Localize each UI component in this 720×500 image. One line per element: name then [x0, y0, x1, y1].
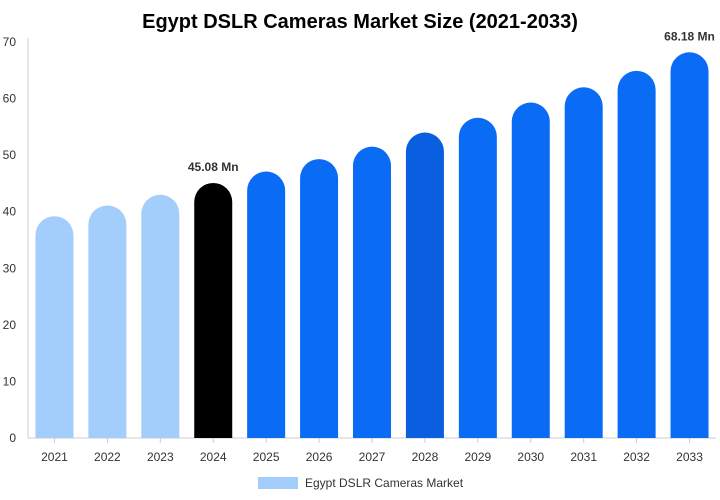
bar-2032[interactable]	[617, 70, 656, 438]
bar-2033[interactable]	[670, 52, 709, 439]
y-axis: 0 10 20 30 40 50 60 70	[3, 35, 29, 445]
bar-2023[interactable]	[141, 194, 180, 438]
legend[interactable]: Egypt DSLR Cameras Market	[258, 476, 464, 490]
value-label-2033: 68.18 Mn	[664, 29, 715, 43]
y-tick-label: 10	[3, 374, 17, 388]
y-tick-label: 70	[3, 35, 17, 49]
bar-2030[interactable]	[511, 102, 550, 438]
bar-2027[interactable]	[353, 146, 391, 438]
x-tick-label: 2031	[570, 450, 597, 464]
annotations-group: 45.08 Mn 68.18 Mn	[188, 29, 715, 174]
x-tick-label: 2024	[200, 450, 227, 464]
bar-2031[interactable]	[564, 87, 603, 438]
x-tick-label: 2021	[41, 450, 68, 464]
x-tick-label: 2025	[253, 450, 280, 464]
bar-2022[interactable]	[88, 205, 127, 438]
x-tick-label: 2026	[306, 450, 333, 464]
bar-2026[interactable]	[300, 159, 339, 439]
x-tick-label: 2023	[147, 450, 174, 464]
bars-group	[35, 52, 709, 439]
x-tick-label: 2029	[464, 450, 491, 464]
y-tick-label: 30	[3, 261, 17, 275]
legend-swatch	[258, 477, 298, 489]
bar-2024[interactable]	[194, 182, 233, 438]
y-tick-label: 60	[3, 92, 17, 106]
y-tick-label: 0	[9, 431, 16, 445]
bar-2029[interactable]	[458, 117, 497, 438]
x-tick-label: 2030	[517, 450, 544, 464]
bar-2028[interactable]	[405, 132, 444, 438]
bar-2025[interactable]	[247, 171, 286, 438]
y-tick-label: 40	[3, 205, 17, 219]
value-label-2024: 45.08 Mn	[188, 160, 239, 174]
x-tick-label: 2033	[676, 450, 703, 464]
y-tick-label: 50	[3, 148, 17, 162]
chart-title: Egypt DSLR Cameras Market Size (2021-203…	[142, 11, 578, 33]
legend-label: Egypt DSLR Cameras Market	[305, 476, 464, 490]
x-tick-label: 2032	[623, 450, 650, 464]
x-axis: 2021 2022 2023 2024 2025 2026 2027 2028 2029 2030…	[28, 437, 716, 464]
y-tick-label: 20	[3, 318, 17, 332]
x-tick-label: 2027	[359, 450, 386, 464]
x-tick-label: 2028	[412, 450, 439, 464]
bar-2021[interactable]	[35, 216, 74, 438]
x-tick-label: 2022	[94, 450, 121, 464]
